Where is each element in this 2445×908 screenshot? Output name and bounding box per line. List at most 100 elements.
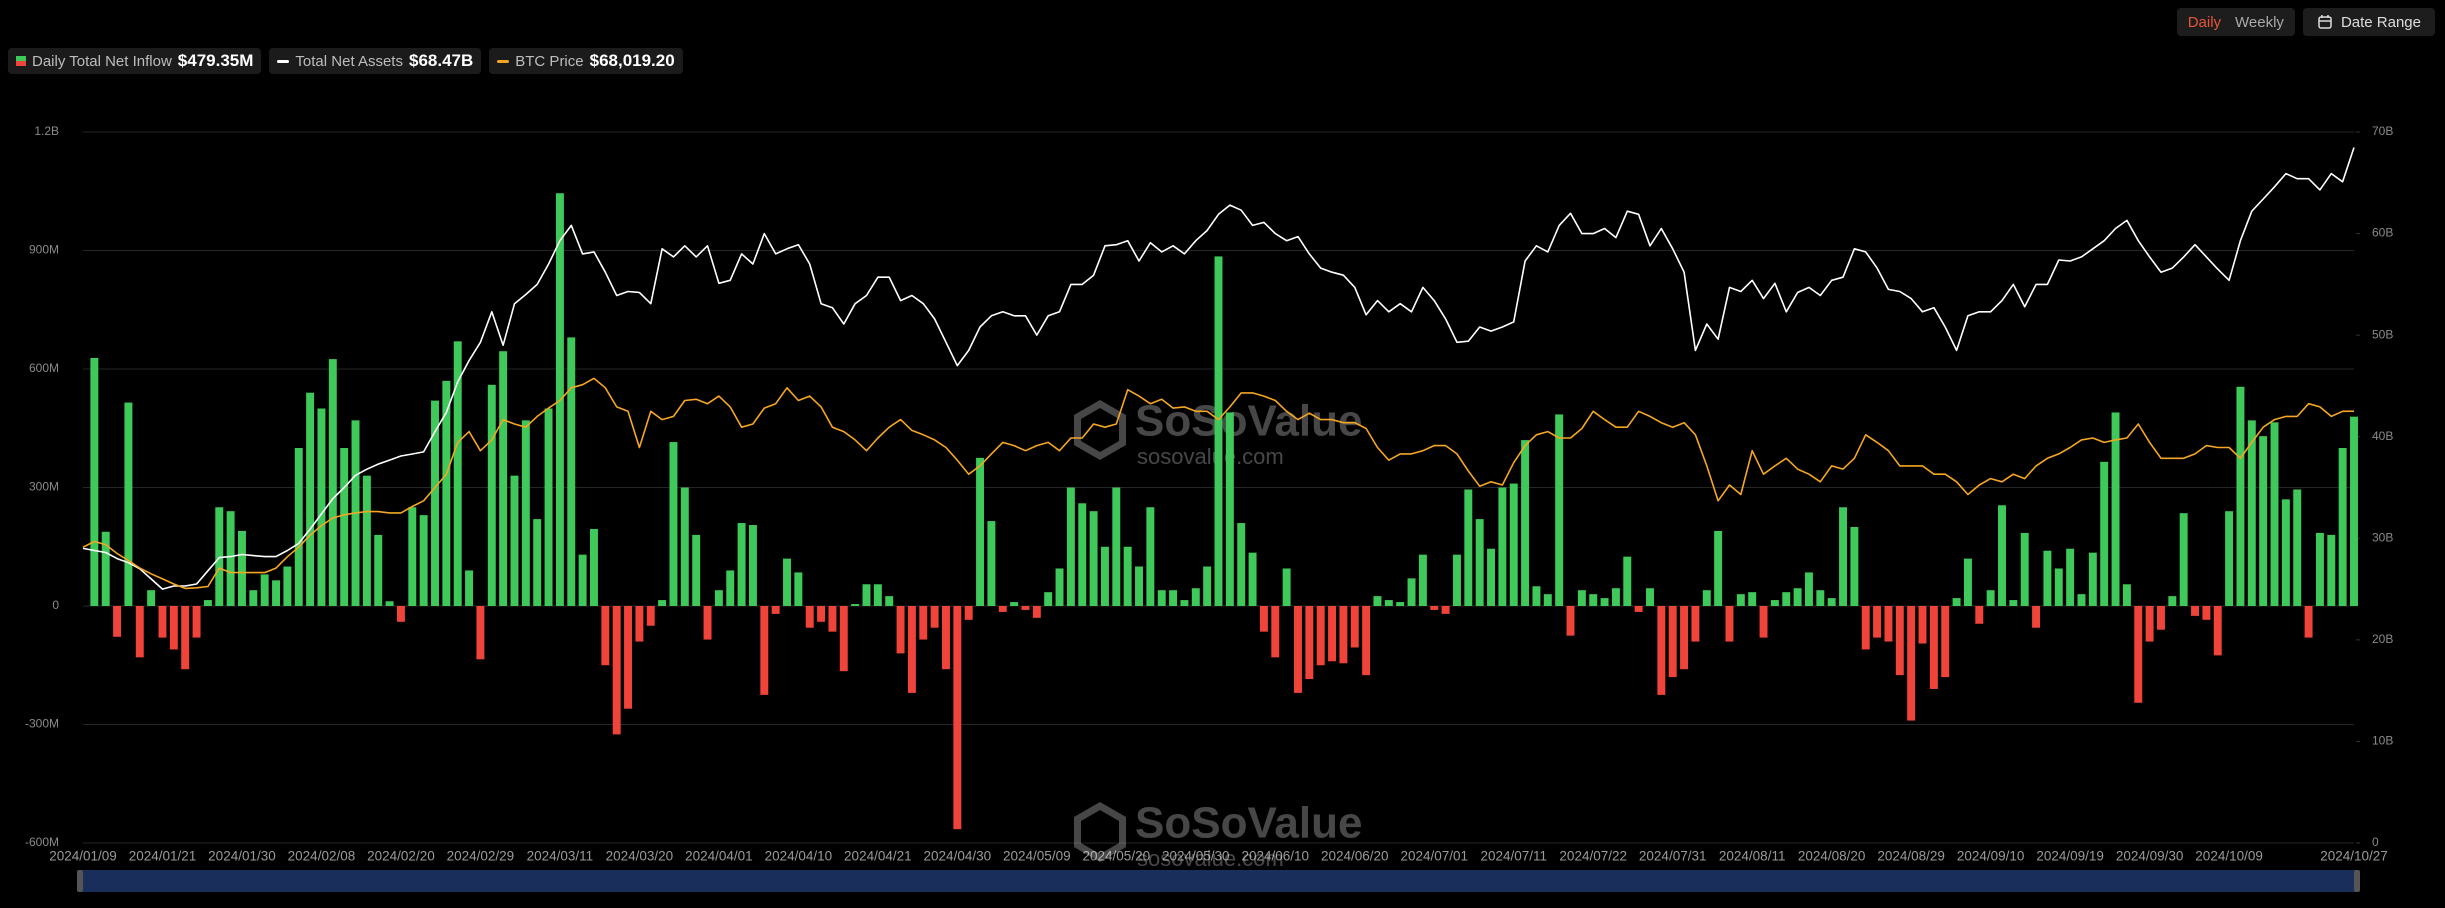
bar xyxy=(1986,590,1995,606)
bar xyxy=(1509,483,1518,606)
legend-swatch xyxy=(497,59,510,63)
bar xyxy=(2315,532,2324,606)
bar xyxy=(1225,412,1234,606)
bar xyxy=(1895,606,1904,676)
bar xyxy=(794,572,803,606)
date-range-button[interactable]: Date Range xyxy=(2302,8,2435,36)
x-tick-label: 2024/06/10 xyxy=(1241,849,1309,864)
y2-tick-label: 0 xyxy=(2372,835,2379,849)
bar xyxy=(976,457,985,606)
navigator xyxy=(80,870,2357,892)
bar xyxy=(2191,606,2200,616)
bar xyxy=(1112,487,1121,606)
bar xyxy=(90,357,99,606)
bar xyxy=(1066,487,1075,606)
daily-button[interactable]: Daily xyxy=(2187,13,2222,31)
bar xyxy=(953,606,962,830)
bar xyxy=(1452,554,1461,606)
bar xyxy=(1668,606,1677,678)
y2-tick-label: 20B xyxy=(2372,632,2393,646)
bar xyxy=(1998,505,2006,606)
bar xyxy=(1975,606,1984,624)
bar xyxy=(1384,600,1393,606)
bar xyxy=(1010,602,1019,606)
watermark-logo xyxy=(1074,399,1126,461)
y2-tick-label: 50B xyxy=(2372,327,2393,341)
x-tick-label: 2024/09/10 xyxy=(1957,849,2025,864)
bar xyxy=(2270,422,2279,606)
bar xyxy=(1952,598,1961,606)
y-tick-label: 0 xyxy=(52,598,59,612)
bar xyxy=(680,487,689,606)
x-tick-label: 2024/04/30 xyxy=(924,849,992,864)
legend-swatch xyxy=(16,56,26,66)
legend-label: Total Net Assets xyxy=(295,52,403,70)
bar xyxy=(1191,588,1200,606)
bar xyxy=(2247,420,2256,606)
watermark-url: sosovalue.com xyxy=(1137,444,1284,469)
bar xyxy=(328,359,337,606)
bar xyxy=(2225,511,2234,606)
x-tick-label: 2024/02/20 xyxy=(367,849,435,864)
bar xyxy=(396,606,405,622)
x-tick-label: 2024/07/01 xyxy=(1400,849,1468,864)
bar xyxy=(1169,590,1178,606)
bar xyxy=(2032,606,2041,628)
bar xyxy=(1282,568,1291,606)
bar xyxy=(828,606,837,632)
calendar-icon xyxy=(2318,15,2332,29)
bar xyxy=(113,606,122,637)
bar xyxy=(1566,606,1575,636)
weekly-button[interactable]: Weekly xyxy=(2235,13,2284,31)
bar xyxy=(1089,511,1098,606)
bar xyxy=(1294,606,1302,693)
line xyxy=(82,147,2355,590)
bar xyxy=(1532,586,1541,606)
x-tick-label: 2024/05/09 xyxy=(1003,849,1071,864)
bar xyxy=(1623,556,1632,606)
bar xyxy=(1146,507,1155,606)
bar xyxy=(1941,606,1950,678)
bar xyxy=(2281,499,2290,606)
x-tick-label: 2024/04/01 xyxy=(685,849,753,864)
bar xyxy=(135,606,144,658)
legend-label: BTC Price xyxy=(515,52,584,70)
bar xyxy=(1839,507,1847,606)
bar xyxy=(1827,598,1836,606)
bar xyxy=(737,523,746,606)
x-tick-label: 2024/07/31 xyxy=(1639,849,1707,864)
bar xyxy=(669,442,678,606)
bar xyxy=(1577,590,1586,606)
bar xyxy=(1328,606,1337,662)
x-tick-label: 2024/02/29 xyxy=(447,849,515,864)
legend-item[interactable]: BTC Price $68,019.20 xyxy=(489,48,683,74)
bar xyxy=(624,606,633,709)
bar xyxy=(1861,606,1870,650)
bar xyxy=(169,606,178,650)
legend-item[interactable]: Total Net Assets $68.47B xyxy=(269,48,482,74)
bar xyxy=(1441,606,1450,614)
bar xyxy=(1396,602,1405,606)
bar xyxy=(408,507,417,606)
bar xyxy=(771,606,780,614)
bar xyxy=(1021,606,1030,610)
bar xyxy=(1214,256,1223,606)
x-tick-label: 2024/09/30 xyxy=(2116,849,2184,864)
bar xyxy=(1339,606,1348,664)
bar xyxy=(260,574,269,606)
bar xyxy=(2293,489,2302,606)
bar xyxy=(1929,606,1938,689)
bar xyxy=(1873,606,1882,638)
bar xyxy=(896,606,905,654)
bar xyxy=(2122,584,2131,606)
legend-item[interactable]: Daily Total Net Inflow $479.35M xyxy=(8,48,262,74)
x-tick-label: 2024/08/11 xyxy=(1719,849,1786,864)
bar xyxy=(294,448,303,606)
bar xyxy=(2054,568,2063,606)
bar xyxy=(465,570,474,606)
bar xyxy=(1736,594,1745,606)
y-tick-label: 600M xyxy=(29,361,59,375)
